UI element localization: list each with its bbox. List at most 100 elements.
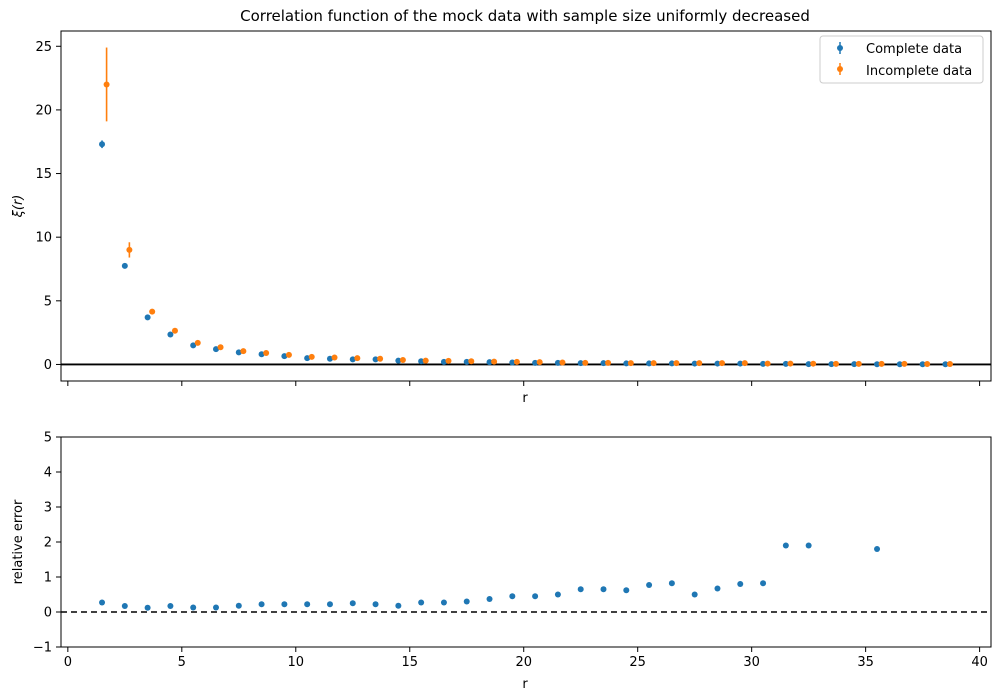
top-incomplete-data-point xyxy=(650,360,657,367)
top-complete-data-point xyxy=(668,360,675,367)
top-complete-data-point xyxy=(304,355,311,362)
top-ytick-label: 10 xyxy=(35,231,52,246)
bottom-series-0-point xyxy=(326,601,333,608)
bottom-panel-plot-area: 0 5 10 15 20 25 30 35 40 −1 0 1 2 3 4 5 xyxy=(33,431,991,670)
top-complete-data-point xyxy=(851,361,858,368)
bottom-series-0-point xyxy=(121,603,128,610)
bottom-panel-xlabel: r xyxy=(522,677,528,692)
top-complete-data-point xyxy=(463,358,470,365)
top-incomplete-data-point xyxy=(377,355,384,362)
bottom-xtick-label: 30 xyxy=(743,655,760,670)
top-incomplete-data-point xyxy=(331,354,338,361)
top-complete-data-point xyxy=(828,361,835,368)
top-incomplete-data-point xyxy=(126,246,133,253)
top-incomplete-data-point xyxy=(536,359,543,366)
top-incomplete-data-point xyxy=(308,353,315,360)
top-complete-data-point xyxy=(737,360,744,367)
top-incomplete-data-point xyxy=(263,350,270,356)
bottom-series-0-point xyxy=(144,604,151,611)
top-incomplete-data-point xyxy=(719,360,726,367)
bottom-series-0-point xyxy=(509,593,516,600)
bottom-series-0-point xyxy=(349,600,356,607)
bottom-xtick-label: 20 xyxy=(515,655,532,670)
top-incomplete-data-point xyxy=(217,344,224,351)
top-incomplete-data-point xyxy=(741,360,748,367)
bottom-xtick-label: 40 xyxy=(971,655,988,670)
top-panel-title: Correlation function of the mock data wi… xyxy=(240,7,810,25)
bottom-series-0-point xyxy=(190,604,197,611)
top-panel-plot-area: 0 5 10 15 20 25 xyxy=(35,40,991,386)
top-incomplete-data-point xyxy=(285,351,292,358)
bottom-ytick-label: −1 xyxy=(33,641,52,656)
top-incomplete-data-point xyxy=(582,359,589,366)
top-incomplete-data-point xyxy=(878,360,885,367)
top-complete-data-point xyxy=(372,356,379,363)
top-complete-data-point xyxy=(509,359,516,366)
top-complete-data-point xyxy=(896,361,903,368)
top-complete-data-point xyxy=(805,361,812,368)
top-incomplete-data-point xyxy=(171,327,178,334)
bottom-xtick-label: 5 xyxy=(178,655,186,670)
top-complete-data-point xyxy=(646,360,653,367)
top-complete-data-point xyxy=(760,360,767,367)
bottom-series-0-point xyxy=(782,542,789,549)
top-incomplete-data-point xyxy=(399,357,406,363)
top-complete-data-point xyxy=(782,360,789,367)
bottom-series-0-point xyxy=(440,599,447,606)
legend: Complete data Incomplete data xyxy=(819,35,984,84)
top-incomplete-data-point xyxy=(946,360,953,367)
bottom-series-0-point xyxy=(623,587,630,594)
top-incomplete-data-point xyxy=(855,360,862,367)
bottom-series-0-point xyxy=(874,546,881,552)
top-complete-data-point xyxy=(919,361,926,368)
top-panel-ylabel: ξ(r) xyxy=(11,195,26,219)
top-incomplete-data-point xyxy=(354,355,361,362)
top-incomplete-data-point xyxy=(764,360,771,367)
top-incomplete-data-point xyxy=(103,81,110,88)
top-panel-frame xyxy=(60,30,992,382)
top-complete-data-point xyxy=(600,360,607,367)
bottom-panel-ylabel: relative error xyxy=(11,499,26,584)
top-incomplete-data-point xyxy=(787,360,794,367)
top-complete-data-point xyxy=(874,361,881,368)
bottom-ytick-label: 5 xyxy=(44,431,52,446)
bottom-panel-frame xyxy=(60,436,992,648)
top-incomplete-data-point xyxy=(240,348,247,355)
bottom-series-0-point xyxy=(646,582,653,589)
bottom-series-0-point xyxy=(760,580,767,587)
top-incomplete-data-point xyxy=(559,359,566,366)
top-complete-data-point xyxy=(532,359,539,366)
bottom-ytick-label: 2 xyxy=(44,536,52,551)
bottom-series-0-point xyxy=(167,603,174,610)
top-ytick-label: 15 xyxy=(35,167,52,182)
top-complete-data-point xyxy=(326,355,333,362)
top-incomplete-data-point xyxy=(673,360,680,367)
bottom-xtick-label: 35 xyxy=(857,655,874,670)
bottom-series-0-point xyxy=(304,601,311,608)
bottom-ytick-label: 0 xyxy=(44,606,52,621)
bottom-series-0-point xyxy=(714,585,721,592)
bottom-xtick-label: 0 xyxy=(64,655,72,670)
top-complete-data-point xyxy=(213,346,219,353)
top-panel: Correlation function of the mock data wi… xyxy=(11,7,992,406)
top-complete-data-point xyxy=(167,331,174,338)
bottom-series-0-point xyxy=(486,596,493,603)
top-complete-data-point xyxy=(235,349,242,356)
top-incomplete-data-point xyxy=(696,360,703,367)
bottom-series-0-point xyxy=(418,599,425,606)
top-complete-data-point xyxy=(395,357,402,364)
top-incomplete-data-point xyxy=(445,357,452,364)
top-incomplete-data-point xyxy=(810,360,817,367)
bottom-series-0-point xyxy=(600,586,607,593)
top-complete-data-point xyxy=(144,314,151,321)
bottom-series-0-point xyxy=(532,593,539,600)
top-incomplete-data-point xyxy=(924,360,931,367)
top-ytick-label: 25 xyxy=(35,40,52,55)
top-incomplete-data-point xyxy=(149,308,156,315)
top-ytick-label: 5 xyxy=(44,294,52,309)
legend-marker-complete xyxy=(837,45,843,51)
top-complete-data-point xyxy=(99,141,106,148)
top-complete-data-point xyxy=(190,342,197,349)
